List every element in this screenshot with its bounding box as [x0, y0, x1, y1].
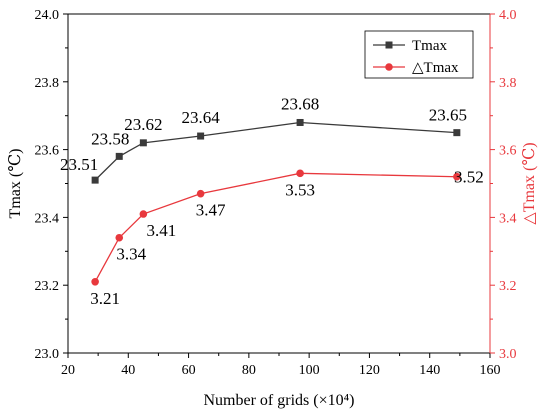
x-tick-label: 140	[419, 363, 440, 378]
y-right-tick-label: 3.0	[499, 347, 517, 362]
data-label: 23.58	[91, 129, 129, 148]
data-label: 3.34	[116, 245, 146, 264]
x-tick-label: 20	[61, 363, 75, 378]
data-point	[91, 176, 99, 184]
y-left-tick-label: 23.2	[35, 279, 60, 294]
legend-label: △Tmax	[412, 60, 459, 76]
data-label: 23.64	[182, 108, 221, 127]
data-point	[139, 139, 147, 147]
data-point	[139, 210, 148, 218]
x-tick-label: 120	[359, 363, 380, 378]
data-point	[197, 132, 205, 140]
legend: Tmax △Tmax	[364, 30, 474, 79]
data-point	[296, 118, 304, 126]
data-point	[453, 129, 461, 137]
y-left-tick-label: 23.8	[35, 76, 60, 91]
x-tick-label: 100	[299, 363, 320, 378]
data-label: 23.65	[429, 106, 467, 125]
data-label: 3.47	[196, 201, 226, 220]
legend-box	[364, 30, 474, 79]
data-label: 3.52	[454, 168, 484, 187]
legend-marker	[385, 41, 393, 49]
y-right-tick-label: 3.4	[499, 211, 517, 226]
series-line-1	[94, 172, 457, 283]
data-point	[115, 152, 123, 160]
y-right-tick-label: 3.8	[499, 76, 517, 91]
y-left-tick-label: 23.4	[35, 211, 60, 226]
y-right-tick-label: 3.2	[499, 279, 517, 294]
data-point	[91, 278, 99, 286]
series-line-0	[94, 121, 457, 181]
data-label: 23.51	[60, 155, 98, 174]
series-layer	[91, 118, 461, 286]
data-label: 3.41	[146, 221, 176, 240]
x-tick-label: 80	[242, 363, 256, 378]
y-left-tick-label: 23.0	[35, 347, 60, 362]
y-right-tick-label: 4.0	[499, 8, 517, 23]
data-label: 3.53	[285, 180, 315, 199]
data-point	[296, 169, 304, 178]
x-tick-label: 160	[480, 363, 501, 378]
data-label: 23.68	[281, 94, 319, 113]
data-point	[453, 172, 461, 181]
data-label: 3.21	[90, 289, 120, 308]
y-right-axis-title: △Tmax (℃)	[521, 142, 538, 224]
x-tick-label: 40	[121, 363, 135, 378]
x-tick-label: 60	[182, 363, 196, 378]
legend-marker	[385, 63, 393, 71]
y-right-tick-label: 3.6	[499, 144, 517, 159]
x-axis-title: Number of grids (×10⁴)	[203, 392, 354, 409]
y-left-axis-title: Tmax (℃)	[7, 149, 24, 219]
y-left-tick-label: 24.0	[35, 8, 60, 23]
data-point	[115, 233, 124, 242]
y-left-tick-label: 23.6	[35, 144, 60, 159]
axes: 20 40 60 80 100 120 140 16023.023.223.423.623.8…	[7, 8, 538, 409]
data-point	[196, 189, 205, 198]
legend-label: Tmax	[412, 38, 447, 54]
data-label: 23.62	[124, 115, 162, 134]
